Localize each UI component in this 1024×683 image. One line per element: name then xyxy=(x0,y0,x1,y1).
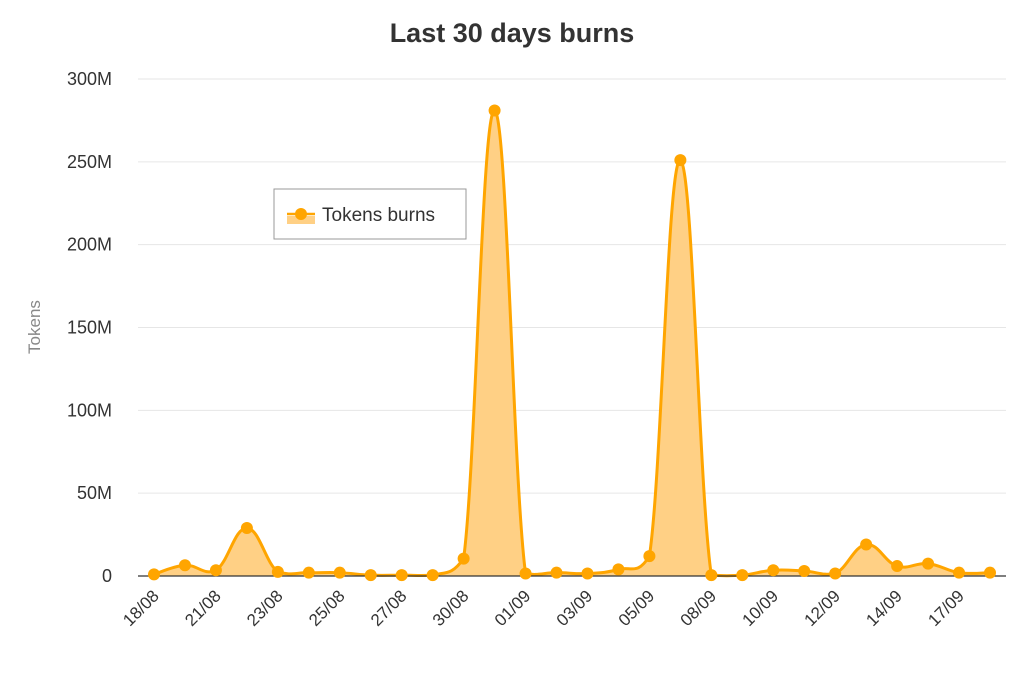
legend[interactable]: Tokens burns xyxy=(273,188,467,240)
data-point[interactable] xyxy=(891,560,904,573)
grid-lines xyxy=(138,78,1006,494)
legend-label: Tokens burns xyxy=(322,205,435,226)
y-tick-label: 300M xyxy=(67,69,112,89)
data-point[interactable] xyxy=(984,566,996,579)
x-tick-label: 14/09 xyxy=(862,586,906,630)
y-tick-label: 200M xyxy=(67,235,112,255)
y-tick-label: 250M xyxy=(67,152,112,172)
x-tick-label: 10/09 xyxy=(739,586,783,630)
series-line xyxy=(153,108,991,578)
data-point[interactable] xyxy=(488,104,501,117)
y-tick-label: 50M xyxy=(77,483,112,503)
data-point[interactable] xyxy=(612,563,625,576)
data-point[interactable] xyxy=(240,521,253,534)
x-tick-label: 18/08 xyxy=(119,586,163,630)
x-tick-label: 01/09 xyxy=(491,586,535,630)
data-point[interactable] xyxy=(829,567,842,580)
data-point[interactable] xyxy=(798,565,811,578)
data-point[interactable] xyxy=(395,569,408,582)
data-point[interactable] xyxy=(674,154,687,167)
data-point[interactable] xyxy=(736,569,749,582)
x-tick-label: 17/09 xyxy=(924,586,968,630)
data-point[interactable] xyxy=(705,569,718,582)
data-point[interactable] xyxy=(581,567,594,580)
data-point[interactable] xyxy=(148,568,160,581)
series-area xyxy=(153,108,991,578)
data-point[interactable] xyxy=(364,569,377,582)
data-point[interactable] xyxy=(302,566,315,579)
data-point[interactable] xyxy=(953,566,966,579)
y-tick-label: 100M xyxy=(67,400,112,420)
data-point[interactable] xyxy=(271,565,284,578)
data-point[interactable] xyxy=(519,567,532,580)
y-axis-ticks: 0 50M 100M 150M 200M 250M 300M xyxy=(67,69,112,586)
x-axis-ticks: 18/08 21/08 23/08 25/08 27/08 30/08 01/09 03/09… xyxy=(119,586,968,630)
y-tick-label: 150M xyxy=(67,318,112,338)
x-tick-label: 12/09 xyxy=(800,586,844,630)
x-tick-label: 27/08 xyxy=(367,586,411,630)
data-point[interactable] xyxy=(209,564,222,577)
data-point[interactable] xyxy=(643,550,656,563)
data-point[interactable] xyxy=(457,552,470,565)
x-tick-label: 23/08 xyxy=(243,586,287,630)
x-tick-label: 30/08 xyxy=(429,586,473,630)
legend-marker xyxy=(295,208,307,220)
data-point[interactable] xyxy=(860,538,873,551)
data-point[interactable] xyxy=(426,569,439,582)
data-point[interactable] xyxy=(178,559,191,572)
series-points xyxy=(148,104,996,582)
data-point[interactable] xyxy=(922,557,935,570)
series-area-fill xyxy=(154,110,990,576)
y-tick-label: 0 xyxy=(102,566,112,586)
x-tick-label: 03/09 xyxy=(553,586,597,630)
x-tick-label: 21/08 xyxy=(181,586,225,630)
data-point[interactable] xyxy=(767,564,780,577)
y-axis-label: Tokens xyxy=(25,300,44,354)
data-point[interactable] xyxy=(550,566,563,579)
x-tick-label: 05/09 xyxy=(615,586,659,630)
data-point[interactable] xyxy=(333,566,346,579)
legend-box xyxy=(273,188,467,240)
chart-title: Last 30 days burns xyxy=(390,18,635,48)
x-tick-label: 25/08 xyxy=(305,586,349,630)
x-tick-label: 08/09 xyxy=(677,586,721,630)
